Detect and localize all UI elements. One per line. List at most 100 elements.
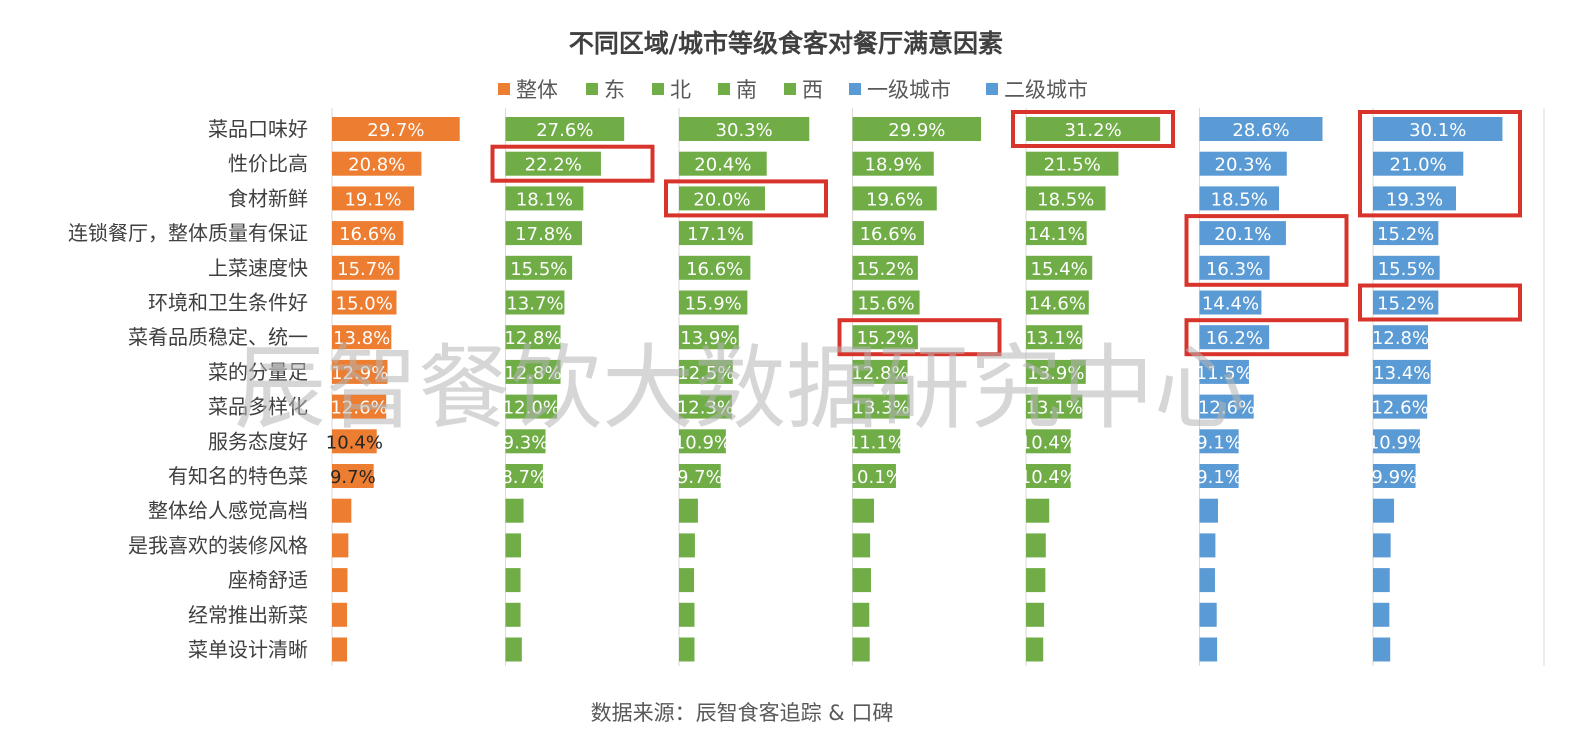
data-label: 14.6% bbox=[1029, 294, 1086, 315]
bar bbox=[1026, 151, 1119, 176]
data-label: 13.1% bbox=[1026, 328, 1083, 349]
data-label: 21.5% bbox=[1044, 155, 1101, 176]
data-label: 19.1% bbox=[344, 189, 401, 210]
bar bbox=[1199, 568, 1215, 593]
bar bbox=[505, 221, 583, 246]
bar bbox=[852, 255, 918, 280]
bar bbox=[1026, 255, 1093, 280]
panel: 29.7% 20.8% 19.1% 16.6% 15.7% 15.0% 13.8% 12.9%… bbox=[326, 108, 460, 666]
bar bbox=[679, 221, 753, 246]
panel: 27.6% 22.2% 18.1% 17.8% 15.5% 13.7% 12.8% 12.8%… bbox=[501, 108, 625, 666]
bar bbox=[852, 151, 934, 176]
data-label: 18.5% bbox=[1211, 189, 1268, 210]
bar bbox=[1373, 359, 1431, 384]
category-label: 座椅舒适 bbox=[228, 568, 308, 592]
data-label: 13.3% bbox=[853, 398, 910, 419]
data-label: 12.3% bbox=[677, 398, 734, 419]
data-label: 13.9% bbox=[1027, 363, 1084, 384]
highlight-box bbox=[490, 144, 655, 183]
bar bbox=[1026, 498, 1050, 523]
bar bbox=[505, 498, 524, 523]
bar bbox=[1026, 568, 1046, 593]
category-label: 菜的分量足 bbox=[208, 360, 308, 384]
data-label: 30.1% bbox=[1409, 120, 1466, 141]
data-label: 16.6% bbox=[686, 259, 743, 280]
bar bbox=[852, 394, 910, 419]
legend-swatch bbox=[652, 83, 664, 95]
category-label: 服务态度好 bbox=[208, 429, 308, 453]
data-label: 20.0% bbox=[693, 189, 750, 210]
legend-label: 西 bbox=[802, 78, 823, 102]
bar bbox=[1373, 568, 1390, 593]
bar bbox=[505, 359, 561, 384]
data-label: 9.7% bbox=[677, 467, 723, 488]
bar bbox=[679, 498, 698, 523]
data-label: 16.2% bbox=[1206, 328, 1263, 349]
panel: 29.9% 18.9% 19.6% 16.6% 15.2% 15.6% 15.2% 12.8%… bbox=[846, 108, 982, 666]
bar bbox=[505, 429, 546, 454]
bar bbox=[1026, 325, 1083, 350]
bar bbox=[852, 533, 871, 558]
data-label: 15.0% bbox=[336, 294, 393, 315]
data-label: 30.3% bbox=[716, 120, 773, 141]
data-label: 9.3% bbox=[503, 432, 549, 453]
bar bbox=[1026, 602, 1045, 627]
bar bbox=[679, 637, 695, 662]
category-label: 菜单设计清晰 bbox=[188, 638, 308, 662]
data-label: 10.4% bbox=[326, 432, 383, 453]
data-label: 10.4% bbox=[1020, 467, 1077, 488]
bar bbox=[332, 498, 352, 523]
data-label: 17.8% bbox=[515, 224, 572, 245]
bar bbox=[332, 637, 348, 662]
bar bbox=[332, 221, 404, 246]
data-label: 12.9% bbox=[331, 363, 388, 384]
legend-label: 一级城市 bbox=[867, 78, 951, 102]
data-label: 20.8% bbox=[348, 155, 405, 176]
data-label: 9.1% bbox=[1196, 432, 1242, 453]
bar bbox=[332, 186, 415, 211]
data-label: 12.8% bbox=[1372, 328, 1429, 349]
bar bbox=[852, 359, 908, 384]
bar bbox=[852, 186, 937, 211]
data-label: 9.1% bbox=[1196, 467, 1242, 488]
bar bbox=[1373, 429, 1420, 454]
bar bbox=[1199, 255, 1270, 280]
category-label: 连锁餐厅，整体质量有保证 bbox=[68, 221, 308, 245]
bar bbox=[679, 602, 695, 627]
bar bbox=[505, 464, 543, 488]
data-label: 9.9% bbox=[1371, 467, 1417, 488]
data-label: 19.6% bbox=[866, 189, 923, 210]
data-label: 14.1% bbox=[1028, 224, 1085, 245]
data-label: 12.8% bbox=[851, 363, 908, 384]
bar bbox=[505, 637, 522, 662]
category-labels: 菜品口味好性价比高食材新鲜连锁餐厅，整体质量有保证上菜速度快环境和卫生条件好菜肴… bbox=[68, 117, 308, 662]
data-label: 31.2% bbox=[1064, 120, 1121, 141]
bar bbox=[1199, 325, 1270, 350]
data-label: 12.8% bbox=[504, 328, 561, 349]
panel: 28.6% 20.3% 18.5% 20.1% 16.3% 14.4% 16.2% 11.5%… bbox=[1196, 108, 1323, 666]
data-label: 16.6% bbox=[339, 224, 396, 245]
category-label: 菜品多样化 bbox=[208, 395, 308, 419]
category-label: 环境和卫生条件好 bbox=[148, 291, 308, 315]
bar bbox=[1026, 429, 1071, 454]
data-label: 18.5% bbox=[1037, 189, 1094, 210]
legend-label: 北 bbox=[670, 78, 691, 102]
category-label: 性价比高 bbox=[228, 152, 308, 176]
bar bbox=[332, 394, 387, 419]
data-label: 15.2% bbox=[857, 259, 914, 280]
bar bbox=[1373, 498, 1395, 523]
data-label: 11.1% bbox=[848, 432, 905, 453]
data-label: 29.9% bbox=[888, 120, 945, 141]
data-label: 18.1% bbox=[516, 189, 573, 210]
bar bbox=[1373, 186, 1456, 211]
bar bbox=[1373, 221, 1439, 246]
bar bbox=[852, 637, 870, 662]
data-label: 28.6% bbox=[1232, 120, 1289, 141]
data-label: 18.9% bbox=[865, 155, 922, 176]
bar bbox=[1373, 151, 1464, 176]
bar bbox=[1199, 464, 1239, 488]
data-label: 15.2% bbox=[857, 328, 914, 349]
bar bbox=[505, 325, 561, 350]
bar bbox=[505, 151, 601, 176]
